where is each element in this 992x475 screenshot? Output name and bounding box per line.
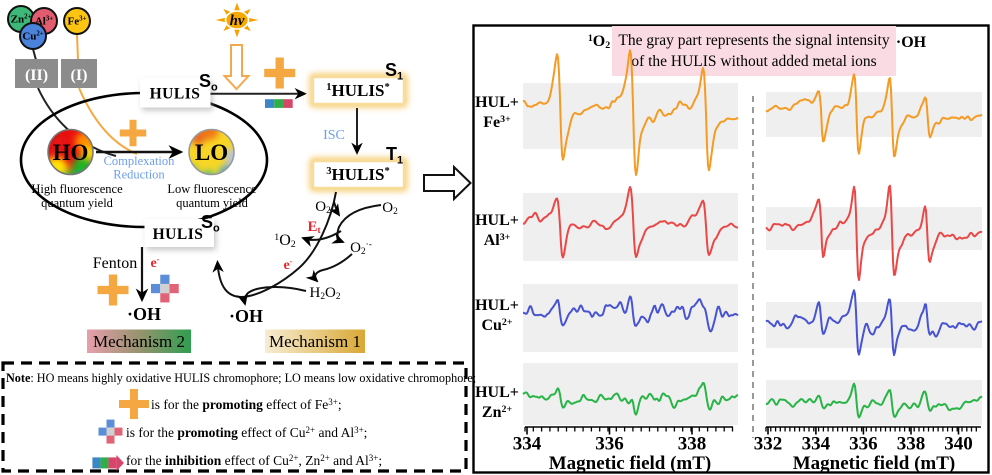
svg-text:338: 338 bbox=[897, 434, 926, 455]
svg-text:Cu2+: Cu2+ bbox=[22, 31, 43, 43]
svg-text:336: 336 bbox=[849, 434, 878, 455]
svg-text:quantum yield: quantum yield bbox=[41, 196, 114, 210]
svg-text:So: So bbox=[201, 212, 220, 235]
svg-text:Mechanism 1: Mechanism 1 bbox=[269, 332, 361, 351]
svg-text:e-: e- bbox=[150, 254, 159, 271]
svg-text:Mechanism 2: Mechanism 2 bbox=[93, 332, 185, 351]
svg-text:S1: S1 bbox=[385, 60, 403, 83]
svg-text:Cu2+: Cu2+ bbox=[481, 317, 512, 334]
svg-text:O2: O2 bbox=[382, 200, 398, 217]
svg-text:332: 332 bbox=[754, 434, 783, 455]
svg-text:Fe3+: Fe3+ bbox=[483, 114, 511, 131]
svg-text:·OH: ·OH bbox=[896, 34, 927, 51]
svg-text:Note: HO means highly oxidativ: Note: HO means highly oxidative HULIS ch… bbox=[6, 371, 476, 385]
svg-text:Zn2+: Zn2+ bbox=[482, 404, 513, 421]
svg-text:Magnetic field (mT): Magnetic field (mT) bbox=[793, 453, 956, 474]
svg-text:HULIS: HULIS bbox=[150, 86, 201, 103]
svg-text:Low fluorescence: Low fluorescence bbox=[167, 182, 257, 196]
svg-text:O2·-: O2·- bbox=[350, 240, 372, 257]
svg-text:The gray part represents the s: The gray part represents the signal inte… bbox=[618, 32, 889, 49]
svg-text:·OH: ·OH bbox=[229, 306, 263, 326]
svg-text:hν: hν bbox=[230, 13, 245, 29]
svg-text:1O2: 1O2 bbox=[274, 232, 296, 250]
svg-text:1O2: 1O2 bbox=[588, 33, 610, 51]
svg-text:334: 334 bbox=[802, 434, 831, 455]
svg-text:HO: HO bbox=[53, 140, 89, 165]
svg-text:High fluorescence: High fluorescence bbox=[31, 182, 123, 196]
svg-text:HUL+: HUL+ bbox=[475, 297, 519, 314]
svg-text:Reduction: Reduction bbox=[113, 168, 165, 182]
svg-text:So: So bbox=[199, 71, 218, 94]
svg-text:is for the promoting effect of: is for the promoting effect of Cu2+ and … bbox=[126, 425, 367, 440]
svg-text:Complexation: Complexation bbox=[104, 154, 176, 168]
svg-text:Et: Et bbox=[307, 219, 321, 236]
svg-text:·OH: ·OH bbox=[127, 304, 161, 324]
svg-text:HULIS: HULIS bbox=[153, 226, 204, 243]
svg-text:is for the promoting effect of: is for the promoting effect of Fe3+; bbox=[151, 397, 342, 412]
svg-text:HUL+: HUL+ bbox=[475, 94, 519, 111]
svg-text:quantum yield: quantum yield bbox=[176, 196, 249, 210]
svg-text:e-: e- bbox=[283, 256, 292, 273]
svg-text:334: 334 bbox=[513, 434, 542, 455]
svg-text:Al3+: Al3+ bbox=[35, 16, 53, 28]
svg-text:(I): (I) bbox=[71, 67, 88, 84]
svg-text:Al3+: Al3+ bbox=[484, 232, 511, 249]
svg-text:HUL+: HUL+ bbox=[475, 212, 519, 229]
svg-text:Fenton: Fenton bbox=[93, 255, 137, 272]
svg-text:338: 338 bbox=[678, 434, 707, 455]
svg-text:T1: T1 bbox=[386, 144, 403, 167]
svg-text:H2O2: H2O2 bbox=[310, 285, 341, 302]
svg-text:1HULIS*: 1HULIS* bbox=[326, 81, 389, 100]
svg-text:for the inhibition effect of C: for the inhibition effect of Cu2+, Zn2+ … bbox=[126, 453, 382, 468]
svg-text:O2: O2 bbox=[315, 199, 331, 216]
svg-text:LO: LO bbox=[195, 140, 228, 165]
svg-text:Magnetic field (mT): Magnetic field (mT) bbox=[549, 453, 712, 474]
svg-text:ISC: ISC bbox=[323, 128, 345, 143]
svg-text:Fe3+: Fe3+ bbox=[68, 16, 87, 28]
svg-text:HUL+: HUL+ bbox=[475, 384, 519, 401]
svg-text:of the HULIS without added met: of the HULIS without added metal ions bbox=[631, 53, 876, 70]
svg-text:340: 340 bbox=[944, 434, 973, 455]
svg-text:3HULIS*: 3HULIS* bbox=[326, 165, 389, 184]
svg-text:Zn2+: Zn2+ bbox=[11, 14, 32, 26]
svg-text:(II): (II) bbox=[25, 67, 48, 84]
svg-text:336: 336 bbox=[595, 434, 624, 455]
